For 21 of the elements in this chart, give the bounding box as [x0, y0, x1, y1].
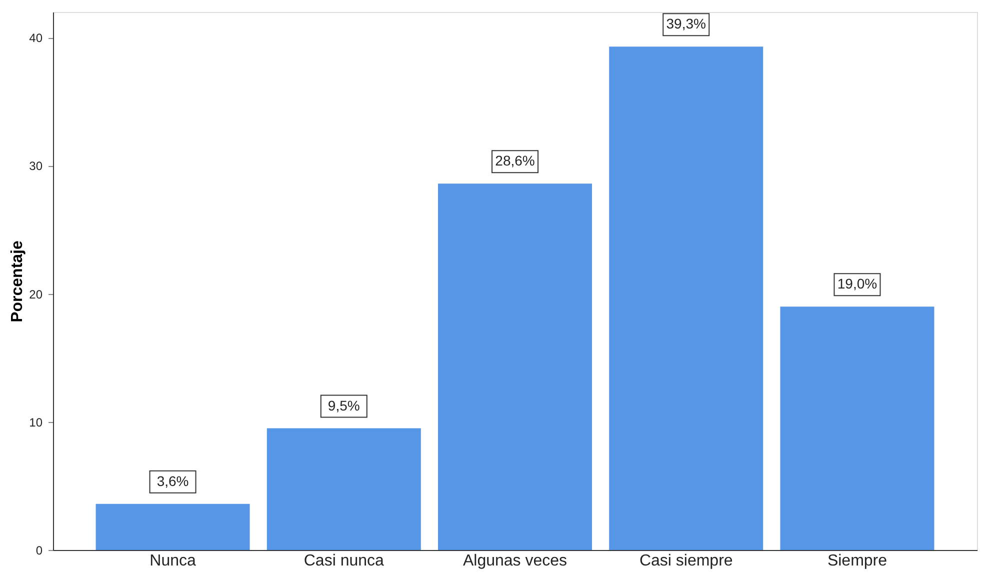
x-tick-label: Algunas veces: [462, 552, 568, 570]
data-label: 28,6%: [495, 152, 535, 169]
x-tick-label: Nunca: [150, 552, 196, 570]
bar: [96, 504, 250, 550]
x-tick-label: Siempre: [827, 552, 888, 570]
data-label: 9,5%: [328, 397, 360, 414]
y-tick-label: 20: [29, 287, 43, 302]
data-label: 3,6%: [156, 472, 189, 489]
x-tick-label: Casi nunca: [304, 552, 384, 570]
y-tick-label: 10: [29, 415, 43, 430]
bar: [438, 184, 592, 550]
data-label: 39,3%: [666, 16, 706, 32]
data-label: 19,0%: [837, 276, 878, 292]
y-tick-label: 40: [29, 31, 43, 46]
y-tick-label: 30: [29, 159, 43, 174]
bar: [609, 46, 764, 550]
bar: [266, 428, 421, 550]
y-tick-label: 0: [36, 544, 43, 558]
y-axis-title: Porcentaje: [9, 240, 26, 322]
bar: [780, 306, 934, 550]
x-tick-label: Casi siempre: [639, 552, 733, 570]
